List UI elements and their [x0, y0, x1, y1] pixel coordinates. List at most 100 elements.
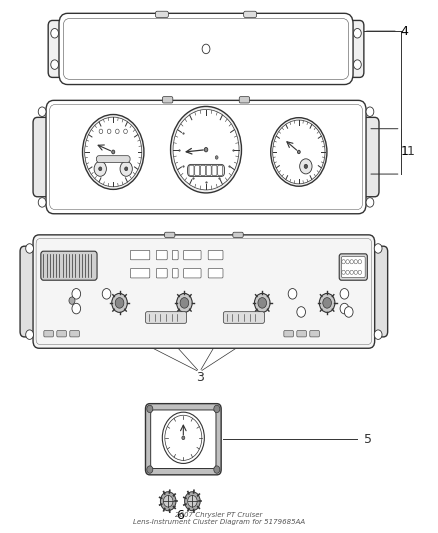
Circle shape	[342, 260, 345, 264]
Circle shape	[353, 29, 361, 38]
FancyBboxPatch shape	[195, 165, 200, 176]
FancyBboxPatch shape	[339, 254, 367, 280]
Circle shape	[187, 495, 197, 507]
Circle shape	[271, 118, 327, 186]
FancyBboxPatch shape	[20, 246, 39, 337]
Circle shape	[297, 150, 300, 154]
Circle shape	[319, 293, 335, 312]
Circle shape	[170, 107, 241, 193]
Circle shape	[69, 297, 75, 304]
FancyBboxPatch shape	[96, 156, 130, 163]
Circle shape	[374, 244, 382, 253]
Circle shape	[273, 120, 325, 184]
Text: 2007 Chrysler PT Cruiser
Lens-Instrument Cluster Diagram for 5179685AA: 2007 Chrysler PT Cruiser Lens-Instrument…	[133, 512, 305, 525]
Circle shape	[116, 129, 119, 134]
FancyBboxPatch shape	[36, 239, 372, 344]
FancyBboxPatch shape	[208, 269, 223, 278]
Circle shape	[342, 270, 345, 274]
Circle shape	[346, 270, 350, 274]
Circle shape	[300, 159, 312, 174]
FancyBboxPatch shape	[223, 312, 265, 324]
Circle shape	[214, 466, 220, 473]
Text: 3: 3	[196, 371, 204, 384]
Circle shape	[51, 60, 59, 69]
Circle shape	[358, 260, 361, 264]
FancyBboxPatch shape	[44, 330, 53, 337]
Text: 5: 5	[364, 433, 372, 446]
FancyBboxPatch shape	[187, 164, 224, 176]
Circle shape	[26, 330, 33, 340]
Circle shape	[124, 129, 127, 134]
Circle shape	[204, 148, 208, 152]
Circle shape	[182, 436, 185, 440]
Circle shape	[366, 107, 374, 116]
Circle shape	[323, 297, 332, 308]
Circle shape	[125, 167, 128, 171]
Circle shape	[177, 293, 192, 312]
Circle shape	[340, 288, 349, 299]
Circle shape	[72, 303, 81, 314]
FancyBboxPatch shape	[64, 19, 349, 79]
Circle shape	[215, 156, 218, 159]
Circle shape	[353, 60, 361, 69]
Circle shape	[147, 466, 153, 473]
FancyBboxPatch shape	[184, 251, 201, 260]
Text: 4: 4	[367, 25, 409, 38]
FancyBboxPatch shape	[155, 11, 168, 18]
Circle shape	[202, 44, 210, 54]
FancyBboxPatch shape	[208, 251, 223, 260]
Circle shape	[82, 115, 144, 189]
FancyBboxPatch shape	[347, 20, 364, 77]
Circle shape	[99, 167, 102, 171]
Circle shape	[51, 29, 59, 38]
Circle shape	[115, 297, 124, 308]
Circle shape	[214, 405, 220, 413]
Circle shape	[346, 260, 350, 264]
Circle shape	[374, 330, 382, 340]
FancyBboxPatch shape	[162, 96, 173, 103]
FancyBboxPatch shape	[218, 165, 223, 176]
FancyBboxPatch shape	[369, 246, 388, 337]
Circle shape	[254, 293, 270, 312]
Circle shape	[162, 412, 205, 464]
FancyBboxPatch shape	[172, 251, 178, 260]
FancyBboxPatch shape	[70, 330, 79, 337]
Circle shape	[288, 288, 297, 299]
FancyBboxPatch shape	[151, 410, 216, 469]
Circle shape	[163, 495, 173, 507]
FancyBboxPatch shape	[59, 13, 353, 85]
FancyBboxPatch shape	[131, 269, 150, 278]
FancyBboxPatch shape	[239, 96, 250, 103]
FancyBboxPatch shape	[131, 251, 150, 260]
FancyBboxPatch shape	[233, 232, 243, 238]
Circle shape	[120, 161, 132, 176]
Circle shape	[160, 492, 176, 511]
Circle shape	[180, 297, 189, 308]
Circle shape	[366, 198, 374, 207]
Circle shape	[297, 306, 305, 317]
FancyBboxPatch shape	[33, 235, 374, 348]
Circle shape	[99, 129, 103, 134]
Circle shape	[112, 150, 115, 154]
FancyBboxPatch shape	[201, 165, 205, 176]
FancyBboxPatch shape	[156, 251, 167, 260]
Circle shape	[26, 244, 33, 253]
Circle shape	[165, 415, 202, 461]
FancyBboxPatch shape	[46, 100, 366, 214]
FancyBboxPatch shape	[145, 312, 187, 324]
Circle shape	[38, 198, 46, 207]
FancyBboxPatch shape	[156, 269, 167, 278]
Circle shape	[102, 288, 111, 299]
Circle shape	[354, 260, 357, 264]
Circle shape	[340, 303, 349, 314]
Circle shape	[94, 161, 106, 176]
Circle shape	[358, 270, 361, 274]
Circle shape	[350, 260, 353, 264]
FancyBboxPatch shape	[341, 256, 365, 278]
FancyBboxPatch shape	[310, 330, 319, 337]
Circle shape	[344, 306, 353, 317]
Circle shape	[72, 288, 81, 299]
FancyBboxPatch shape	[49, 104, 363, 209]
FancyBboxPatch shape	[284, 330, 293, 337]
FancyBboxPatch shape	[361, 117, 379, 197]
